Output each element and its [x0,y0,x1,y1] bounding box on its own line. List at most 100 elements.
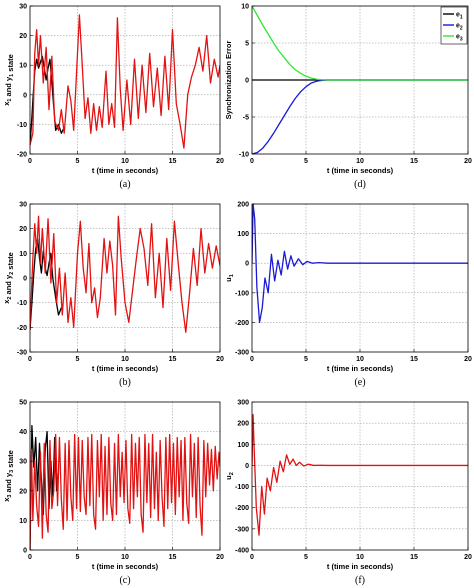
y-tick-label: -400 [235,548,249,555]
x-tick-label: 10 [356,356,364,363]
series-line-red [30,14,220,149]
x-tick-label: 5 [76,158,80,165]
x-tick-label: 5 [76,356,80,363]
y-axis-label: u1 [224,274,235,282]
x-axis-label: t (time in seconds) [327,562,394,571]
x-axis-label: t (time in seconds) [92,166,159,175]
y-axis-label: x2 and y2 state [2,252,15,304]
x-tick-label: 0 [250,158,254,165]
x-tick-label: 5 [304,356,308,363]
y-tick-label: -20 [17,325,27,332]
panel-caption: (f) [355,575,365,586]
y-tick-label: 0 [23,548,27,555]
x-tick-label: 5 [76,554,80,561]
y-axis-label: x1 and y1 state [2,54,15,106]
x-tick-label: 15 [169,356,177,363]
y-tick-label: 40 [19,429,27,436]
y-tick-label: -5 [243,115,249,122]
panel-caption: (a) [119,179,130,190]
chart-panel-a: 0 5 10 15 20 -20 -10 0 10 20 30 t (time in seconds)… [2,4,224,191]
x-tick-label: 20 [216,158,224,165]
x-tick-label: 20 [464,554,472,561]
y-tick-label: 100 [237,231,249,238]
panel-caption: (d) [354,179,366,190]
series-line-e_3 [252,6,468,81]
y-axis-label: Synchronization Error [224,41,233,120]
chart-panel-e: 0 5 10 15 20 -300 -200 -100 0 100 200 t (time in se… [224,202,472,389]
y-axis-label: x3 and y3 state [2,450,15,502]
y-tick-label: -10 [17,300,27,307]
y-tick-label: -10 [239,152,249,159]
x-tick-label: 15 [410,158,418,165]
chart-panel-f: 0 5 10 15 20 -400 -300 -200 -100 0 100 200 300 t (tim… [224,400,472,587]
y-tick-label: 200 [237,202,249,209]
x-axis-label: t (time in seconds) [92,364,159,373]
x-axis-label: t (time in seconds) [327,364,394,373]
x-tick-label: 10 [121,158,129,165]
x-tick-label: 0 [250,554,254,561]
y-tick-label: 5 [245,41,249,48]
x-tick-label: 15 [169,554,177,561]
y-tick-label: -100 [235,290,249,297]
y-tick-label: -300 [235,350,249,357]
legend-label: e2 [456,23,463,32]
y-axis-label: u2 [224,472,235,480]
panel-caption: (b) [119,377,131,388]
y-tick-label: 10 [19,518,27,525]
y-tick-label: -200 [235,505,249,512]
x-tick-label: 0 [28,554,32,561]
x-tick-label: 5 [304,554,308,561]
y-tick-label: -100 [235,484,249,491]
y-tick-label: -300 [235,526,249,533]
x-tick-label: 20 [464,158,472,165]
y-tick-label: 0 [23,92,27,99]
y-tick-label: 10 [19,63,27,70]
x-tick-label: 0 [28,356,32,363]
y-tick-label: 0 [245,261,249,268]
y-tick-label: 200 [237,421,249,428]
y-tick-label: 20 [19,488,27,495]
series-line-red [30,215,220,333]
panel-caption: (c) [119,575,130,586]
legend-label: e1 [456,12,463,21]
y-tick-label: 0 [23,276,27,283]
legend-label: e3 [456,34,463,43]
x-tick-label: 20 [464,356,472,363]
y-tick-label: 50 [19,400,27,407]
chart-panel-c: 0 5 10 15 20 0 10 20 30 40 50 t (time in seconds) x3… [2,400,224,587]
y-tick-label: -10 [17,122,27,129]
x-tick-label: 10 [121,554,129,561]
y-tick-label: 20 [19,226,27,233]
y-tick-label: 0 [245,78,249,85]
y-tick-label: 30 [19,4,27,11]
x-axis-label: t (time in seconds) [92,562,159,571]
series-line-black [30,425,60,550]
series-line-red [252,414,468,536]
y-tick-label: 100 [237,442,249,449]
x-tick-label: 15 [410,554,418,561]
legend: e1 e2 e3 [440,6,468,45]
y-tick-label: 30 [19,202,27,209]
series-line-blue [252,204,468,324]
x-tick-label: 10 [356,158,364,165]
x-tick-label: 10 [356,554,364,561]
x-tick-label: 15 [169,158,177,165]
x-tick-label: 20 [216,356,224,363]
y-tick-label: -200 [235,320,249,327]
x-tick-label: 0 [250,356,254,363]
y-tick-label: 300 [237,400,249,407]
y-tick-label: 20 [19,33,27,40]
y-tick-label: 10 [19,251,27,258]
y-tick-label: 10 [241,4,249,11]
panel-caption: (e) [354,377,365,388]
x-tick-label: 0 [28,158,32,165]
y-tick-label: 30 [19,459,27,466]
y-tick-label: 0 [245,463,249,470]
chart-panel-b: 0 5 10 15 20 -30 -20 -10 0 10 20 30 t (time in secon… [2,202,224,389]
x-tick-label: 15 [410,356,418,363]
x-tick-label: 10 [121,356,129,363]
series-line-red [30,433,220,550]
x-tick-label: 20 [216,554,224,561]
